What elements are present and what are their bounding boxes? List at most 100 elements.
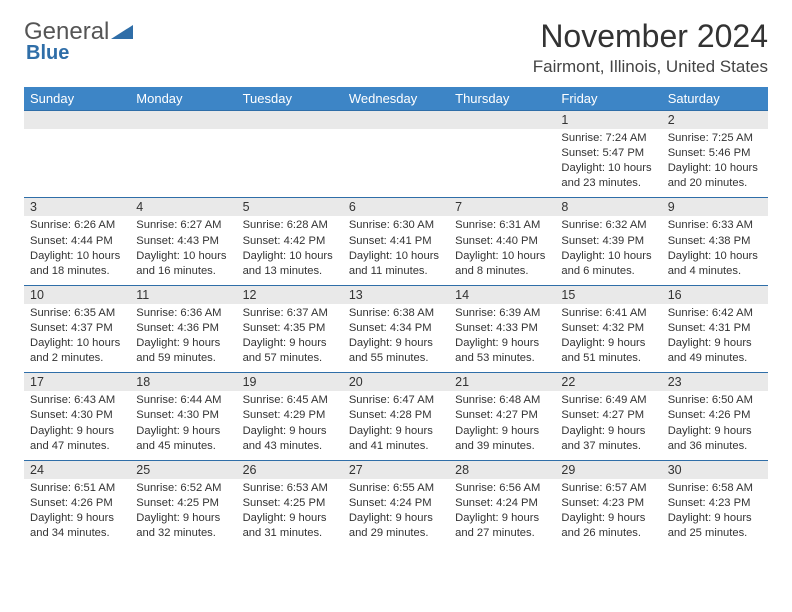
day-number xyxy=(130,111,236,129)
sunset-text: Sunset: 4:23 PM xyxy=(561,496,655,511)
daylight-text: Daylight: 9 hours and 41 minutes. xyxy=(349,424,443,454)
day-number xyxy=(343,111,449,129)
weekday-header: Wednesday xyxy=(343,87,449,111)
calendar-day-cell: 14Sunrise: 6:39 AMSunset: 4:33 PMDayligh… xyxy=(449,285,555,372)
daylight-text: Daylight: 10 hours and 13 minutes. xyxy=(243,249,337,279)
calendar-day-cell: 27Sunrise: 6:55 AMSunset: 4:24 PMDayligh… xyxy=(343,460,449,547)
daylight-text: Daylight: 9 hours and 55 minutes. xyxy=(349,336,443,366)
sunrise-text: Sunrise: 6:31 AM xyxy=(455,218,549,233)
calendar-day-cell: 10Sunrise: 6:35 AMSunset: 4:37 PMDayligh… xyxy=(24,285,130,372)
calendar-week-row: 10Sunrise: 6:35 AMSunset: 4:37 PMDayligh… xyxy=(24,285,768,372)
sunset-text: Sunset: 4:41 PM xyxy=(349,234,443,249)
sunset-text: Sunset: 4:30 PM xyxy=(136,408,230,423)
sunrise-text: Sunrise: 6:39 AM xyxy=(455,306,549,321)
daylight-text: Daylight: 9 hours and 57 minutes. xyxy=(243,336,337,366)
sunset-text: Sunset: 4:24 PM xyxy=(455,496,549,511)
sunrise-text: Sunrise: 6:27 AM xyxy=(136,218,230,233)
day-number xyxy=(449,111,555,129)
day-details: Sunrise: 6:48 AMSunset: 4:27 PMDaylight:… xyxy=(449,391,555,459)
calendar-header-row: SundayMondayTuesdayWednesdayThursdayFrid… xyxy=(24,87,768,111)
sunrise-text: Sunrise: 6:48 AM xyxy=(455,393,549,408)
calendar-day-cell: 9Sunrise: 6:33 AMSunset: 4:38 PMDaylight… xyxy=(662,198,768,285)
day-details: Sunrise: 6:53 AMSunset: 4:25 PMDaylight:… xyxy=(237,479,343,547)
daylight-text: Daylight: 9 hours and 29 minutes. xyxy=(349,511,443,541)
location-text: Fairmont, Illinois, United States xyxy=(533,57,768,77)
daylight-text: Daylight: 9 hours and 34 minutes. xyxy=(30,511,124,541)
day-details: Sunrise: 6:44 AMSunset: 4:30 PMDaylight:… xyxy=(130,391,236,459)
day-details: Sunrise: 6:38 AMSunset: 4:34 PMDaylight:… xyxy=(343,304,449,372)
day-details xyxy=(237,129,343,181)
day-details xyxy=(449,129,555,181)
calendar-day-cell xyxy=(237,111,343,198)
day-details: Sunrise: 6:32 AMSunset: 4:39 PMDaylight:… xyxy=(555,216,661,284)
logo-triangle-icon xyxy=(111,18,133,46)
sunrise-text: Sunrise: 6:36 AM xyxy=(136,306,230,321)
calendar-day-cell: 26Sunrise: 6:53 AMSunset: 4:25 PMDayligh… xyxy=(237,460,343,547)
day-number: 18 xyxy=(130,373,236,391)
daylight-text: Daylight: 10 hours and 4 minutes. xyxy=(668,249,762,279)
weekday-header: Tuesday xyxy=(237,87,343,111)
day-details: Sunrise: 6:30 AMSunset: 4:41 PMDaylight:… xyxy=(343,216,449,284)
sunrise-text: Sunrise: 6:35 AM xyxy=(30,306,124,321)
day-number: 12 xyxy=(237,286,343,304)
day-details: Sunrise: 6:31 AMSunset: 4:40 PMDaylight:… xyxy=(449,216,555,284)
day-details: Sunrise: 6:35 AMSunset: 4:37 PMDaylight:… xyxy=(24,304,130,372)
sunset-text: Sunset: 4:29 PM xyxy=(243,408,337,423)
sunset-text: Sunset: 4:30 PM xyxy=(30,408,124,423)
daylight-text: Daylight: 10 hours and 2 minutes. xyxy=(30,336,124,366)
daylight-text: Daylight: 10 hours and 18 minutes. xyxy=(30,249,124,279)
daylight-text: Daylight: 9 hours and 45 minutes. xyxy=(136,424,230,454)
calendar-day-cell: 19Sunrise: 6:45 AMSunset: 4:29 PMDayligh… xyxy=(237,373,343,460)
sunrise-text: Sunrise: 6:55 AM xyxy=(349,481,443,496)
day-number: 9 xyxy=(662,198,768,216)
day-number: 26 xyxy=(237,461,343,479)
day-number: 20 xyxy=(343,373,449,391)
calendar-day-cell: 2Sunrise: 7:25 AMSunset: 5:46 PMDaylight… xyxy=(662,111,768,198)
calendar-day-cell: 1Sunrise: 7:24 AMSunset: 5:47 PMDaylight… xyxy=(555,111,661,198)
calendar-day-cell: 28Sunrise: 6:56 AMSunset: 4:24 PMDayligh… xyxy=(449,460,555,547)
day-details: Sunrise: 6:55 AMSunset: 4:24 PMDaylight:… xyxy=(343,479,449,547)
sunset-text: Sunset: 4:25 PM xyxy=(243,496,337,511)
day-details: Sunrise: 6:47 AMSunset: 4:28 PMDaylight:… xyxy=(343,391,449,459)
daylight-text: Daylight: 10 hours and 6 minutes. xyxy=(561,249,655,279)
day-details: Sunrise: 6:49 AMSunset: 4:27 PMDaylight:… xyxy=(555,391,661,459)
sunrise-text: Sunrise: 6:41 AM xyxy=(561,306,655,321)
calendar-day-cell: 25Sunrise: 6:52 AMSunset: 4:25 PMDayligh… xyxy=(130,460,236,547)
sunrise-text: Sunrise: 6:47 AM xyxy=(349,393,443,408)
daylight-text: Daylight: 9 hours and 43 minutes. xyxy=(243,424,337,454)
sunset-text: Sunset: 4:23 PM xyxy=(668,496,762,511)
sunset-text: Sunset: 4:37 PM xyxy=(30,321,124,336)
calendar-day-cell: 4Sunrise: 6:27 AMSunset: 4:43 PMDaylight… xyxy=(130,198,236,285)
sunset-text: Sunset: 4:32 PM xyxy=(561,321,655,336)
day-details xyxy=(130,129,236,181)
month-title: November 2024 xyxy=(533,18,768,55)
day-details: Sunrise: 6:27 AMSunset: 4:43 PMDaylight:… xyxy=(130,216,236,284)
day-number: 29 xyxy=(555,461,661,479)
calendar-day-cell: 6Sunrise: 6:30 AMSunset: 4:41 PMDaylight… xyxy=(343,198,449,285)
calendar-day-cell: 18Sunrise: 6:44 AMSunset: 4:30 PMDayligh… xyxy=(130,373,236,460)
calendar-day-cell: 16Sunrise: 6:42 AMSunset: 4:31 PMDayligh… xyxy=(662,285,768,372)
calendar-day-cell: 29Sunrise: 6:57 AMSunset: 4:23 PMDayligh… xyxy=(555,460,661,547)
day-details: Sunrise: 6:57 AMSunset: 4:23 PMDaylight:… xyxy=(555,479,661,547)
daylight-text: Daylight: 10 hours and 16 minutes. xyxy=(136,249,230,279)
day-number: 24 xyxy=(24,461,130,479)
sunset-text: Sunset: 4:40 PM xyxy=(455,234,549,249)
weekday-header: Saturday xyxy=(662,87,768,111)
calendar-day-cell: 24Sunrise: 6:51 AMSunset: 4:26 PMDayligh… xyxy=(24,460,130,547)
sunrise-text: Sunrise: 6:58 AM xyxy=(668,481,762,496)
sunset-text: Sunset: 4:25 PM xyxy=(136,496,230,511)
sunset-text: Sunset: 4:35 PM xyxy=(243,321,337,336)
day-details: Sunrise: 6:43 AMSunset: 4:30 PMDaylight:… xyxy=(24,391,130,459)
day-details: Sunrise: 7:25 AMSunset: 5:46 PMDaylight:… xyxy=(662,129,768,197)
day-number: 10 xyxy=(24,286,130,304)
calendar-day-cell: 30Sunrise: 6:58 AMSunset: 4:23 PMDayligh… xyxy=(662,460,768,547)
day-details: Sunrise: 6:56 AMSunset: 4:24 PMDaylight:… xyxy=(449,479,555,547)
day-number: 30 xyxy=(662,461,768,479)
sunrise-text: Sunrise: 6:45 AM xyxy=(243,393,337,408)
sunrise-text: Sunrise: 6:51 AM xyxy=(30,481,124,496)
sunrise-text: Sunrise: 6:57 AM xyxy=(561,481,655,496)
day-details: Sunrise: 6:51 AMSunset: 4:26 PMDaylight:… xyxy=(24,479,130,547)
day-details: Sunrise: 6:45 AMSunset: 4:29 PMDaylight:… xyxy=(237,391,343,459)
sunset-text: Sunset: 4:38 PM xyxy=(668,234,762,249)
day-details: Sunrise: 6:50 AMSunset: 4:26 PMDaylight:… xyxy=(662,391,768,459)
